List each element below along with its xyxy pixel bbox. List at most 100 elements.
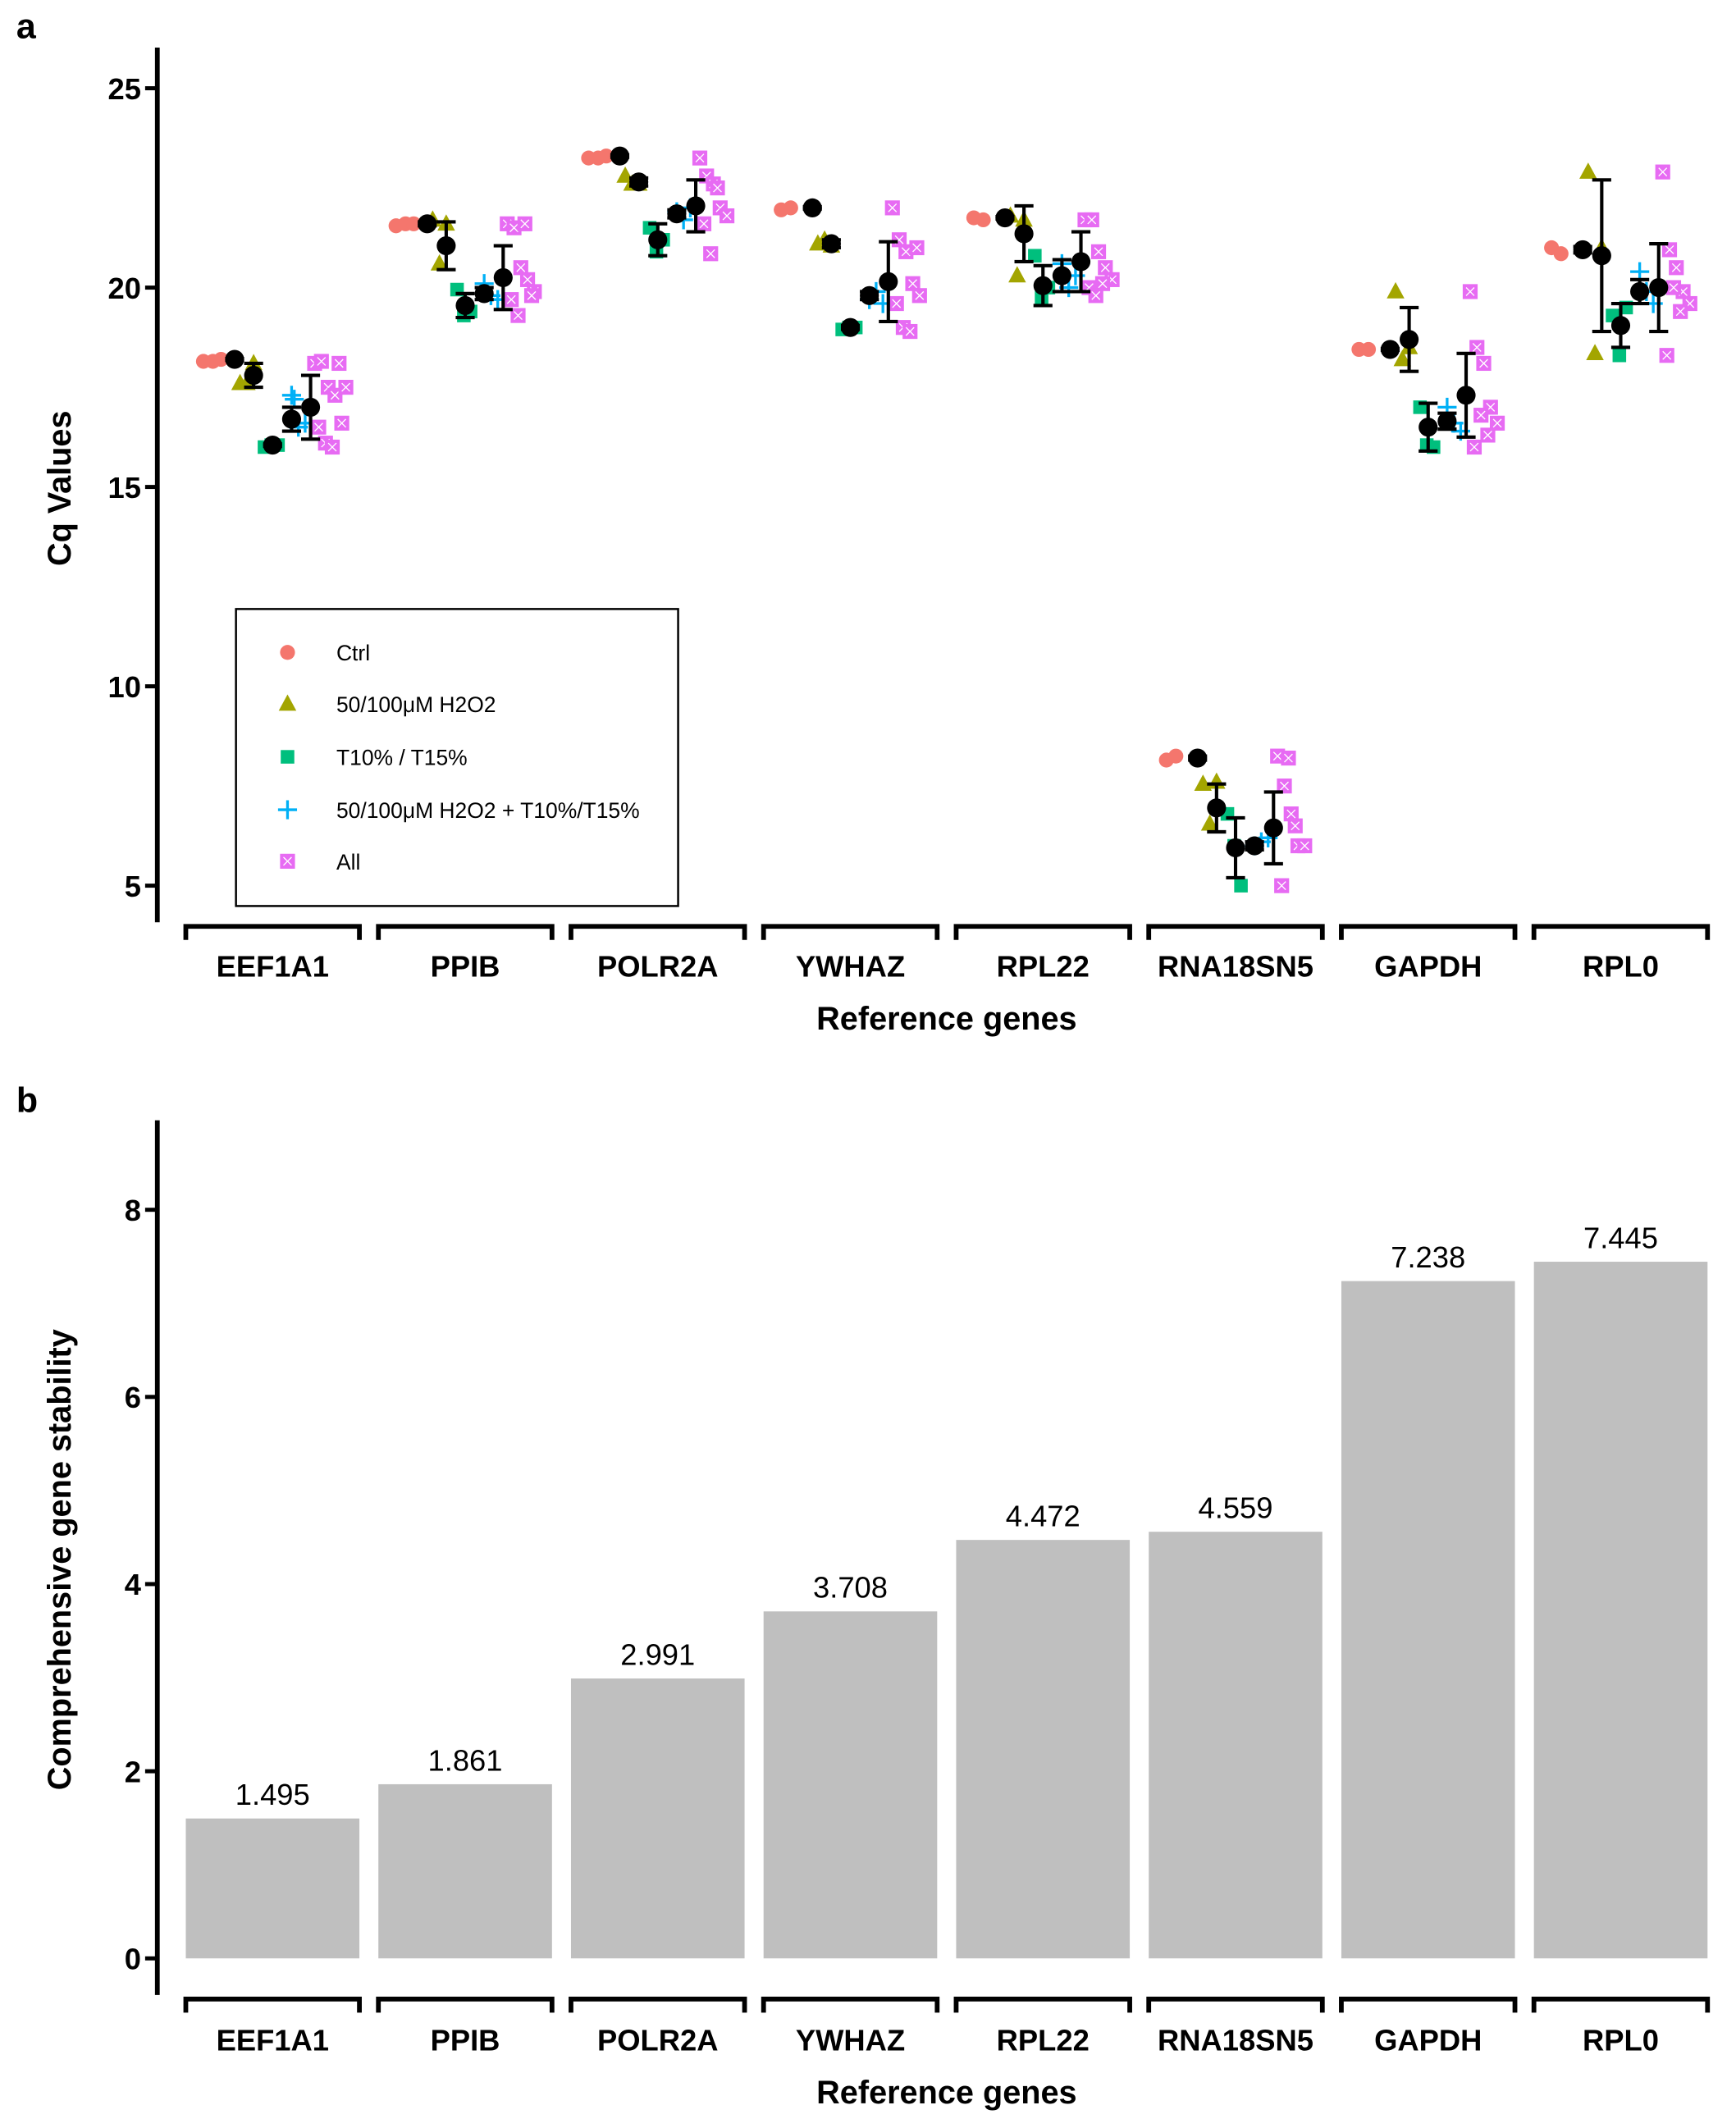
data-point [719,208,735,224]
data-point-cross [1476,410,1486,420]
data-point-cross [520,219,530,229]
legend-marker [277,800,298,820]
data-point [313,354,329,369]
x-category-bracket [183,924,362,940]
data-point [510,308,526,323]
data-point-cross [516,263,526,272]
mean-point [879,272,898,291]
data-point-cross [695,153,705,163]
mean-point [610,146,630,166]
panel-a-xlabel: Reference genes [816,1001,1076,1037]
data-point [909,240,925,256]
mean-point [1263,818,1283,838]
x-category-bracket [1146,1996,1325,2013]
data-point-cross [912,243,921,253]
x-category-bracket [1339,1996,1518,2013]
data-point [1194,774,1213,791]
data-point [889,295,904,312]
bar [956,1540,1131,1959]
mean-point [860,285,879,305]
data-point [1283,806,1299,822]
x-category-bracket [1339,924,1518,940]
x-tick-label: RNA18SN5 [1158,2024,1313,2057]
y-tick-label: 8 [125,1194,141,1227]
legend-marker [280,645,295,660]
legend-label-t: T10% / T15% [336,745,468,769]
data-point [1612,348,1627,363]
mean-point [1456,386,1476,405]
data-point-cross [341,382,350,392]
data-point [1234,879,1248,893]
data-point [311,419,327,435]
data-point-cross [1277,881,1286,891]
data-point-cross [1094,247,1103,257]
mean-point [1207,798,1227,818]
data-point [1028,249,1042,263]
data-point [1579,162,1597,179]
data-point-cross [1469,442,1479,452]
data-point [1094,276,1111,291]
x-category-bracket [761,924,940,940]
mean-point [300,397,321,417]
x-category-bracket [1146,924,1325,940]
x-category-bracket [569,924,747,940]
mean-point [1592,246,1611,266]
x-tick-label: GAPDH [1374,949,1482,983]
data-point-cross [509,223,519,233]
data-point-cross [722,211,732,221]
bar [1533,1262,1708,1959]
x-category-bracket [569,1996,747,2013]
data-point-cross [1483,430,1492,440]
data-point-cross [337,418,347,428]
data-point-cross [706,249,715,258]
x-tick-label: POLR2A [597,2024,718,2057]
data-point [911,288,927,304]
bar-data-label: 2.991 [620,1638,695,1672]
mean-point [840,317,861,337]
data-point [1281,750,1296,766]
data-point-cross [1472,343,1482,352]
data-point [1586,344,1604,361]
data-point [1360,341,1377,358]
data-point-cross [699,219,709,229]
data-point [696,216,712,231]
data-point [1673,304,1688,319]
data-point [338,379,354,395]
mean-point [244,365,263,386]
data-point [504,292,519,308]
data-point [1297,838,1313,854]
mean-point [418,214,437,234]
legend-marker [278,694,297,711]
mean-point [455,295,475,316]
panel-b-label: b [16,1081,38,1121]
legend-box [235,608,679,907]
data-point [884,200,900,216]
bar-data-label: 4.472 [1006,1500,1080,1533]
mean-point [1033,276,1053,295]
legend-marker [280,853,295,869]
data-point-cross [1675,307,1685,317]
x-tick-label: RPL0 [1583,2024,1659,2057]
mean-point [1380,340,1400,359]
data-point-cross [905,327,915,336]
x-tick-label: PPIB [431,2024,500,2057]
data-point-cross [908,279,917,289]
y-tick-label: 20 [107,272,140,305]
data-point [281,386,301,405]
mean-point [281,409,301,429]
mean-point [629,172,649,192]
x-category-bracket [761,1996,940,2013]
data-point [1287,818,1303,833]
x-category-bracket [1531,1996,1711,2013]
data-point-cross [1098,279,1108,289]
mean-point [821,234,841,253]
data-point [1553,246,1569,262]
data-point [1462,284,1478,299]
mean-point [1437,411,1457,431]
mean-point [686,196,706,216]
legend-label-ctrl: Ctrl [336,641,370,665]
x-tick-label: RNA18SN5 [1158,949,1313,983]
panel-b-plot: 0 2 4 6 8 EEF1A1 PPIB POLR2A YWHAZ RPL22 RNA18SN5 G… [125,1120,1711,2057]
y-tick-label: 25 [107,72,140,106]
